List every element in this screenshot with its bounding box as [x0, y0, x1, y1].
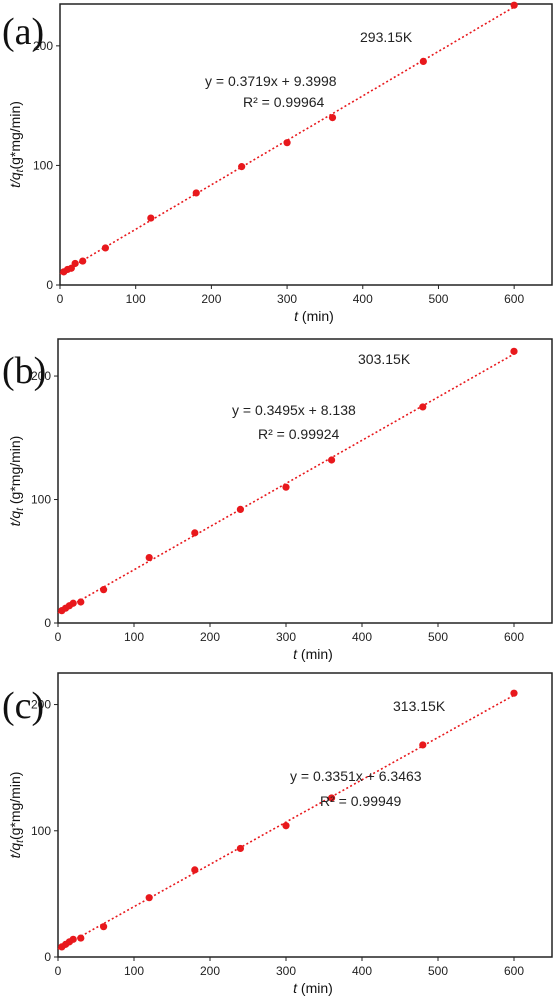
r-squared: R² = 0.99924	[258, 426, 340, 442]
data-point	[101, 244, 110, 252]
x-tick-label: 300	[276, 964, 296, 978]
data-point	[77, 598, 85, 606]
r-squared: R² = 0.99964	[243, 94, 325, 110]
x-tick-label: 400	[352, 964, 372, 978]
plot-frame	[59, 3, 553, 286]
panel-label: (a)	[2, 11, 44, 53]
data-point	[77, 934, 85, 942]
data-point	[419, 403, 427, 411]
x-tick-label: 300	[276, 630, 296, 644]
data-point	[510, 347, 518, 355]
x-tick-label: 500	[428, 964, 448, 978]
x-tick-label: 200	[200, 630, 220, 644]
y-tick-label: 100	[31, 493, 51, 507]
data-point	[145, 894, 153, 902]
x-tick-label: 100	[126, 292, 146, 306]
data-point	[69, 935, 77, 943]
y-axis-title: t/qt(g*mg/min)	[7, 101, 26, 188]
data-point	[282, 822, 290, 830]
data-point	[328, 794, 336, 802]
data-point	[191, 866, 199, 874]
data-point	[236, 505, 244, 513]
data-point	[328, 113, 337, 122]
fit-line	[57, 694, 515, 950]
fit-equation: y = 0.3351x + 6.3463	[290, 768, 422, 784]
temperature-label: 313.15K	[393, 698, 446, 714]
data-point	[282, 483, 290, 491]
x-tick-label: 200	[200, 964, 220, 978]
x-tick-label: 500	[428, 630, 448, 644]
y-tick-label: 200	[31, 698, 51, 712]
data-point	[419, 741, 427, 749]
fit-line	[57, 353, 515, 614]
y-axis-title: t/qt(g*mg/min)	[7, 772, 26, 859]
y-tick-label: 100	[31, 824, 51, 838]
x-tick-label: 0	[55, 630, 62, 644]
data-point	[236, 844, 244, 853]
x-tick-label: 600	[504, 964, 524, 978]
x-axis-title: t (min)	[293, 646, 333, 662]
x-tick-label: 500	[428, 292, 448, 306]
y-tick-label: 0	[46, 278, 53, 292]
temperature-label: 293.15K	[360, 29, 413, 45]
data-point	[100, 923, 108, 931]
data-point	[419, 57, 427, 65]
data-point	[145, 553, 153, 562]
y-tick-label: 100	[33, 158, 53, 172]
x-tick-label: 200	[201, 292, 221, 306]
data-point	[238, 163, 246, 171]
x-tick-label: 600	[504, 292, 524, 306]
data-point	[328, 456, 336, 464]
fit-equation: y = 0.3719x + 9.3998	[205, 73, 337, 89]
y-tick-label: 0	[44, 950, 51, 964]
panel-label: (c)	[2, 685, 44, 727]
x-tick-label: 0	[55, 964, 62, 978]
data-point	[510, 1, 518, 9]
temperature-label: 303.15K	[358, 351, 411, 367]
data-point	[71, 259, 79, 268]
fit-equation: y = 0.3495x + 8.138	[232, 402, 356, 418]
x-axis-title: t (min)	[294, 308, 334, 324]
y-axis-title: t/qt (g*mg/min)	[7, 436, 26, 527]
y-tick-label: 0	[44, 616, 51, 630]
x-tick-label: 600	[504, 630, 524, 644]
x-tick-label: 300	[277, 292, 297, 306]
data-point	[283, 139, 291, 147]
panel-label: (b)	[2, 350, 46, 392]
data-point	[100, 586, 108, 594]
x-tick-label: 100	[124, 964, 144, 978]
x-tick-label: 100	[124, 630, 144, 644]
data-point	[510, 689, 518, 697]
data-point	[192, 189, 200, 197]
data-point	[79, 257, 87, 265]
x-tick-label: 400	[352, 630, 372, 644]
data-point	[191, 529, 199, 537]
data-point	[147, 214, 155, 222]
y-tick-label: 200	[33, 39, 53, 53]
plot-frame	[57, 338, 553, 624]
x-tick-label: 400	[353, 292, 373, 306]
x-axis-title: t (min)	[293, 980, 333, 996]
y-tick-label: 200	[31, 369, 51, 383]
data-point	[69, 599, 77, 607]
x-tick-label: 0	[57, 292, 64, 306]
plot-frame	[57, 672, 553, 958]
r-squared: R² = 0.99949	[320, 793, 402, 809]
